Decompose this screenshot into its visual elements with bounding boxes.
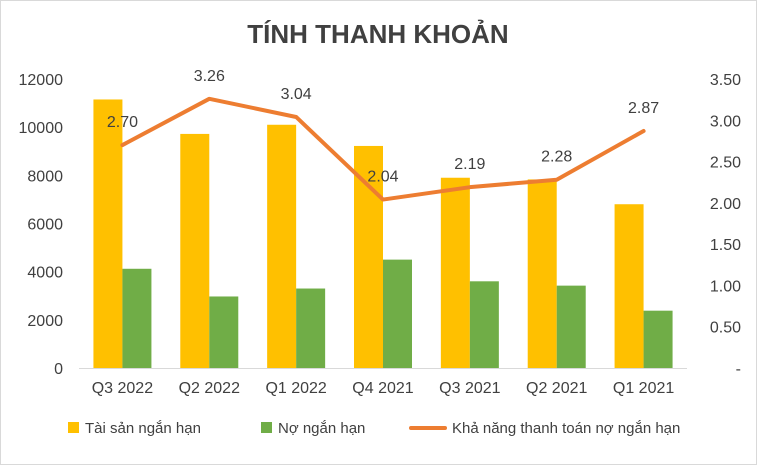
x-tick-label: Q3 2022 [92,380,153,397]
y-left-tick-label: 8000 [27,168,63,185]
bar-no-5 [556,285,586,368]
bar-no-2 [296,288,326,368]
legend-label-0: Tài sản ngắn hạn [85,420,201,437]
bars-layer [93,99,673,369]
x-tick-label: Q1 2022 [265,380,326,397]
bar-no-3 [383,259,412,368]
line-data-label: 2.70 [107,114,138,131]
x-tick-label: Q1 2021 [613,380,674,397]
y-right-tick-label: 0.50 [710,320,741,337]
x-tick-label: Q2 2021 [526,380,587,397]
y-left-tick-label: 4000 [27,265,63,282]
bar-no-1 [209,296,239,368]
y-left-tick-label: 12000 [19,72,64,89]
legend-label-1: Nợ ngắn hạn [278,420,365,437]
y-right-tick-label: 1.00 [710,278,741,295]
x-tick-label: Q4 2021 [352,380,413,397]
bar-tai-san-0 [93,99,123,369]
line-data-label: 3.04 [281,86,312,103]
y-axis-right: - 0.50 1.00 1.50 2.00 2.50 3.00 3.50 [710,72,741,378]
x-tick-label: Q2 2022 [179,380,240,397]
y-right-tick-label: 2.00 [710,196,741,213]
line-data-label: 2.04 [367,169,398,186]
y-right-tick-label: 2.50 [710,155,741,172]
line-data-label: 2.87 [628,100,659,117]
line-data-label: 2.28 [541,149,572,166]
bar-no-0 [122,268,152,368]
legend-swatch-0 [68,422,79,433]
chart-title: TÍNH THANH KHOẢN [247,19,508,49]
y-axis-left: 0 2000 4000 6000 8000 10000 12000 [19,72,64,378]
line-layer: 2.70 3.26 3.04 2.04 2.19 2.28 2.87 [107,68,659,202]
y-right-tick-label: 3.00 [710,113,741,130]
bar-tai-san-4 [440,177,470,368]
bar-tai-san-3 [354,145,383,368]
bar-tai-san-2 [267,124,297,368]
y-right-tick-label: 3.50 [710,72,741,89]
line-data-label: 2.19 [454,156,485,173]
bar-no-6 [643,310,673,368]
legend-label-2: Khả năng thanh toán nợ ngắn hạn [452,420,680,437]
bar-no-4 [469,281,499,368]
y-right-tick-label: - [736,361,741,378]
y-left-tick-label: 10000 [19,120,64,137]
bar-tai-san-1 [180,133,210,368]
y-left-tick-label: 2000 [27,313,63,330]
y-left-tick-label: 0 [54,361,63,378]
x-tick-label: Q3 2021 [439,380,500,397]
line-kha-nang-thanh-toan [120,96,646,202]
x-axis: Q3 2022 Q2 2022 Q1 2022 Q4 2021 Q3 2021 Q2 20… [79,368,687,397]
bar-tai-san-6 [614,204,644,368]
y-right-tick-label: 1.50 [710,237,741,254]
legend: Tài sản ngắn hạn Nợ ngắn hạn Khả năng than… [68,420,680,437]
legend-swatch-1 [261,422,272,433]
line-data-label: 3.26 [194,68,225,85]
y-left-tick-label: 6000 [27,217,63,234]
bar-tai-san-5 [527,179,557,368]
